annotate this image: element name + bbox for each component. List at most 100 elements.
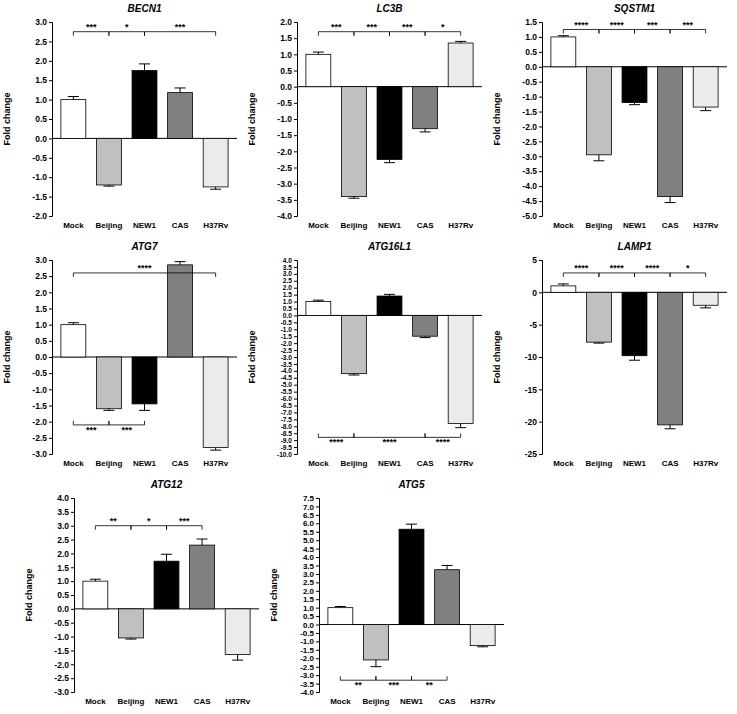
- panel: -2.0-1.5-1.0-0.50.00.51.01.52.02.53.0Moc…: [2, 3, 237, 230]
- y-tick-label: -2.0: [281, 340, 293, 347]
- y-tick-label: -9.0: [281, 437, 293, 444]
- significance-label: ***: [175, 22, 186, 32]
- x-tick-label: NEW1: [400, 697, 424, 706]
- x-axis: MockBeijingNEW1CASH37Rv: [330, 697, 496, 706]
- plot-area: [52, 64, 237, 189]
- y-tick-mark: [316, 658, 319, 659]
- y-tick: -1.0: [32, 385, 52, 395]
- x-tick-label: NEW1: [155, 697, 179, 706]
- bar: [622, 292, 647, 355]
- y-tick: 0.0: [35, 134, 52, 144]
- y-tick-mark: [71, 553, 74, 554]
- y-tick-mark: [294, 168, 297, 169]
- x-tick-label: H37Rv: [470, 697, 495, 706]
- error-bar: [558, 36, 569, 37]
- x-tick: Mock: [308, 221, 329, 230]
- y-axis-line: [49, 23, 53, 217]
- y-tick-label: 0.5: [35, 336, 47, 346]
- error-bar: [442, 565, 453, 569]
- y-tick-mark: [71, 637, 74, 638]
- bar: [168, 93, 193, 139]
- significance-label: ***: [331, 22, 342, 32]
- y-tick-label: -1.5: [277, 130, 292, 140]
- significance-bracket: [318, 32, 354, 36]
- significance-label: *: [147, 516, 151, 526]
- bar: [363, 625, 388, 660]
- y-tick: 1.0: [35, 320, 52, 330]
- y-tick-label: 2.0: [35, 288, 47, 298]
- y-tick-mark: [316, 599, 319, 600]
- y-tick-mark: [294, 447, 297, 448]
- y-tick-label: 4.5: [303, 545, 315, 554]
- y-tick-label: -20: [525, 417, 538, 427]
- x-tick-label: Beijing: [586, 459, 613, 468]
- y-tick-mark: [294, 399, 297, 400]
- y-tick-label: -3.5: [277, 195, 292, 205]
- error-bar: [232, 655, 243, 661]
- y-tick-label: 4.0: [57, 493, 69, 503]
- x-tick-label: Beijing: [341, 221, 368, 230]
- y-tick-mark: [316, 667, 319, 668]
- y-tick-mark: [539, 260, 542, 261]
- y-tick-mark: [294, 371, 297, 372]
- y-tick: -2.0: [54, 660, 74, 670]
- y-tick-mark: [49, 158, 52, 159]
- x-tick: CAS: [439, 697, 457, 706]
- significance-label: ****: [137, 263, 152, 273]
- annotations: **********: [73, 263, 215, 434]
- x-tick-label: CAS: [172, 221, 190, 230]
- y-tick-label: 0.5: [57, 590, 69, 600]
- y-tick: 2.0: [303, 587, 319, 596]
- x-tick-label: CAS: [662, 459, 680, 468]
- y-tick-mark: [49, 357, 52, 358]
- x-tick: CAS: [194, 697, 212, 706]
- y-tick-label: -2.5: [522, 137, 537, 147]
- bar: [203, 357, 228, 448]
- y-tick-label: 0.5: [35, 114, 47, 124]
- y-tick-mark: [294, 309, 297, 310]
- y-tick-mark: [71, 650, 74, 651]
- panel: -25-20-15-10-505MockBeijingNEW1CASH37Rv*…: [492, 241, 727, 468]
- significance-bracket: [670, 273, 706, 277]
- significance-label: ***: [402, 22, 413, 32]
- y-tick: 1.0: [35, 95, 52, 105]
- chart-title: SQSTM1: [614, 3, 656, 14]
- error-bar: [210, 448, 221, 451]
- x-axis: MockBeijingNEW1CASH37Rv: [308, 459, 474, 468]
- x-axis: MockBeijingNEW1CASH37Rv: [85, 697, 251, 706]
- y-tick: -4.0: [277, 211, 297, 221]
- y-tick: 2.0: [35, 56, 52, 66]
- x-tick-label: Mock: [330, 697, 351, 706]
- y-tick-label: -5.0: [281, 381, 293, 388]
- error-bar: [125, 638, 136, 639]
- x-tick: Beijing: [341, 459, 368, 468]
- y-tick-label: -1.5: [300, 646, 314, 655]
- y-tick-mark: [316, 608, 319, 609]
- x-tick-label: Beijing: [96, 459, 123, 468]
- x-tick-label: CAS: [417, 459, 435, 468]
- y-tick: -6.0: [281, 395, 297, 402]
- significance-label: ****: [382, 437, 397, 447]
- bar: [96, 357, 121, 409]
- x-tick: Mock: [308, 459, 329, 468]
- y-tick: -2.5: [54, 673, 74, 683]
- y-tick: 0.0: [283, 312, 297, 319]
- y-tick-mark: [294, 426, 297, 427]
- y-tick-mark: [49, 373, 52, 374]
- y-tick: -3.0: [32, 449, 52, 459]
- y-tick-mark: [49, 454, 52, 455]
- y-tick-mark: [49, 276, 52, 277]
- y-tick-label: 1.5: [280, 33, 292, 43]
- y-tick-label: 2.0: [283, 284, 292, 291]
- y-tick-label: -2.0: [522, 122, 537, 132]
- y-tick-label: 1.0: [35, 320, 47, 330]
- error-bar: [455, 424, 466, 428]
- y-tick-mark: [71, 581, 74, 582]
- y-tick-mark: [316, 523, 319, 524]
- y-tick: 6.0: [303, 519, 319, 528]
- significance-label: ***: [647, 20, 658, 30]
- x-tick: Beijing: [96, 459, 123, 468]
- bar: [168, 265, 193, 357]
- y-tick-label: 2.5: [35, 37, 47, 47]
- y-tick-mark: [539, 201, 542, 202]
